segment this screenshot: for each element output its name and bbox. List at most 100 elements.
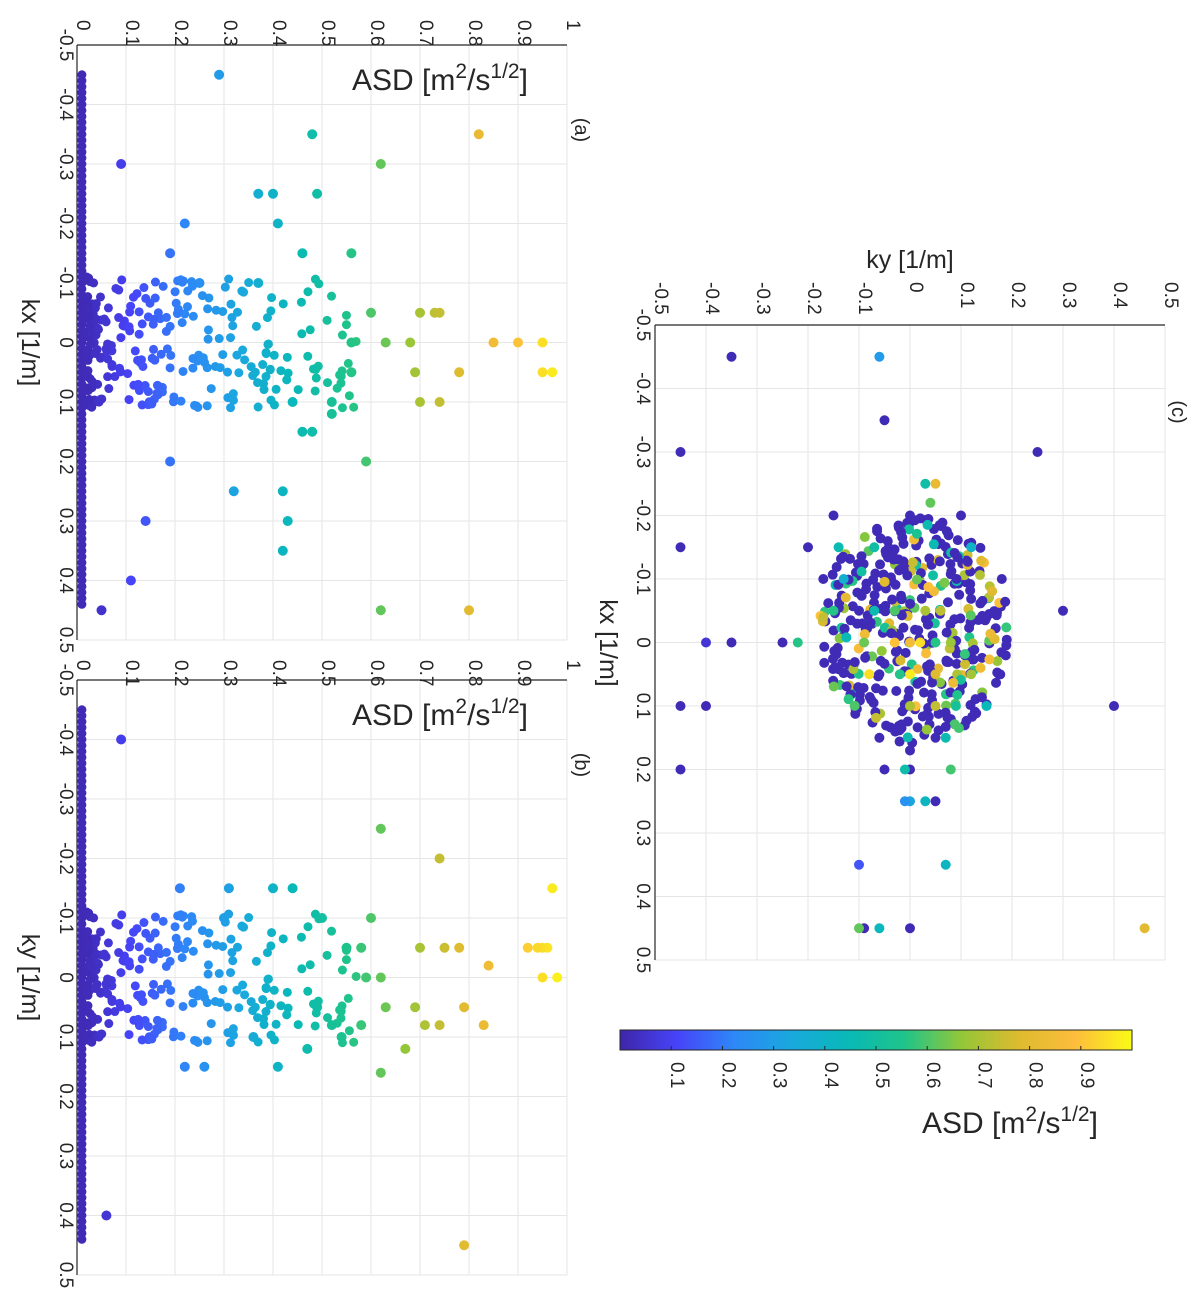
data-point — [323, 1013, 333, 1023]
data-point — [218, 985, 228, 995]
data-point — [332, 383, 342, 393]
data-point — [228, 321, 238, 331]
data-point — [844, 553, 855, 564]
data-point — [116, 734, 127, 745]
data-point — [179, 218, 190, 229]
data-point — [940, 859, 951, 870]
axis-label-k: ky [1/m] — [16, 934, 44, 1022]
data-point — [203, 939, 213, 949]
data-point — [251, 321, 261, 331]
data-point — [911, 574, 922, 585]
tick-label-asd: 0.7 — [415, 20, 436, 46]
tick-label-asd: 0.9 — [513, 660, 534, 686]
tick-label-k: 0.4 — [55, 567, 76, 594]
data-point — [215, 363, 225, 373]
data-point — [966, 542, 977, 553]
data-point — [169, 392, 179, 402]
data-point — [133, 1014, 143, 1024]
data-point — [169, 1027, 179, 1037]
panel-b-plot: -0.5 -0.4 -0.3 -0.2 -0.1 0 0.1 0.2 0.3 0.4 0.5 0 0.1… — [16, 660, 592, 1288]
data-point — [874, 669, 885, 680]
data-point — [125, 942, 135, 952]
data-point — [870, 568, 881, 579]
data-point — [198, 353, 208, 363]
data-point — [83, 292, 93, 302]
data-point — [261, 372, 271, 382]
data-point — [323, 378, 333, 388]
data-point — [366, 307, 376, 318]
data-point — [83, 1007, 93, 1017]
data-point — [269, 350, 279, 360]
data-point — [344, 1026, 354, 1036]
data-point — [434, 397, 445, 407]
data-point — [890, 646, 901, 657]
data-point — [239, 922, 249, 932]
data-point — [134, 329, 144, 339]
data-point — [996, 647, 1007, 658]
data-point — [139, 918, 149, 928]
data-point — [968, 654, 979, 665]
data-point — [955, 674, 966, 685]
data-point — [312, 188, 323, 199]
data-point — [726, 637, 737, 648]
data-point — [992, 667, 1003, 678]
data-point — [149, 344, 159, 354]
data-point — [547, 883, 558, 894]
data-point — [849, 657, 860, 668]
data-point — [123, 1004, 133, 1014]
data-point — [220, 282, 230, 292]
data-point — [896, 723, 907, 734]
colorbar-tick-label: 0.4 — [820, 1062, 841, 1089]
tick-label-asd: 0.7 — [415, 660, 436, 686]
data-point — [913, 625, 924, 636]
data-point — [307, 426, 318, 437]
tick-label-asd: 0.2 — [170, 20, 191, 46]
data-point — [532, 942, 543, 953]
data-point — [180, 309, 190, 319]
data-point — [899, 764, 910, 775]
data-point — [271, 1019, 281, 1029]
data-point — [130, 981, 140, 991]
data-point — [259, 379, 269, 389]
data-point — [948, 677, 959, 688]
tick-label-k: 0 — [55, 337, 76, 348]
data-point — [104, 1019, 114, 1029]
tick-label-kx: -0.5 — [632, 309, 653, 342]
data-point — [933, 708, 944, 719]
data-point — [380, 1002, 391, 1013]
data-point — [1001, 634, 1012, 645]
data-point — [840, 592, 851, 603]
tick-label-kx: -0.3 — [632, 436, 653, 469]
data-point — [117, 275, 127, 285]
data-point — [233, 307, 243, 317]
data-point — [843, 694, 854, 705]
data-point — [143, 1022, 153, 1032]
data-point — [177, 953, 187, 963]
axis-label-kx: kx [1/m] — [594, 599, 622, 687]
tick-label-asd: 0.4 — [268, 660, 289, 687]
data-point — [150, 355, 160, 365]
data-point — [248, 1032, 259, 1042]
data-point — [114, 313, 124, 323]
data-point — [95, 927, 105, 937]
data-point — [522, 942, 533, 953]
data-point — [930, 796, 941, 807]
data-point — [349, 1037, 359, 1047]
data-point — [828, 681, 839, 692]
data-point — [327, 926, 337, 936]
data-point — [336, 1032, 347, 1042]
data-point — [875, 559, 886, 570]
tick-label-k: 0.1 — [55, 1024, 76, 1050]
data-point — [869, 542, 880, 553]
data-point — [103, 354, 113, 364]
tick-label-kx: 0 — [632, 637, 653, 648]
data-point — [949, 719, 960, 730]
data-point — [337, 403, 347, 413]
data-point — [921, 724, 932, 735]
data-point — [930, 669, 941, 680]
data-point — [853, 682, 864, 693]
data-point — [310, 386, 320, 396]
data-point — [875, 533, 886, 544]
data-point — [675, 447, 686, 457]
data-point — [375, 823, 386, 834]
